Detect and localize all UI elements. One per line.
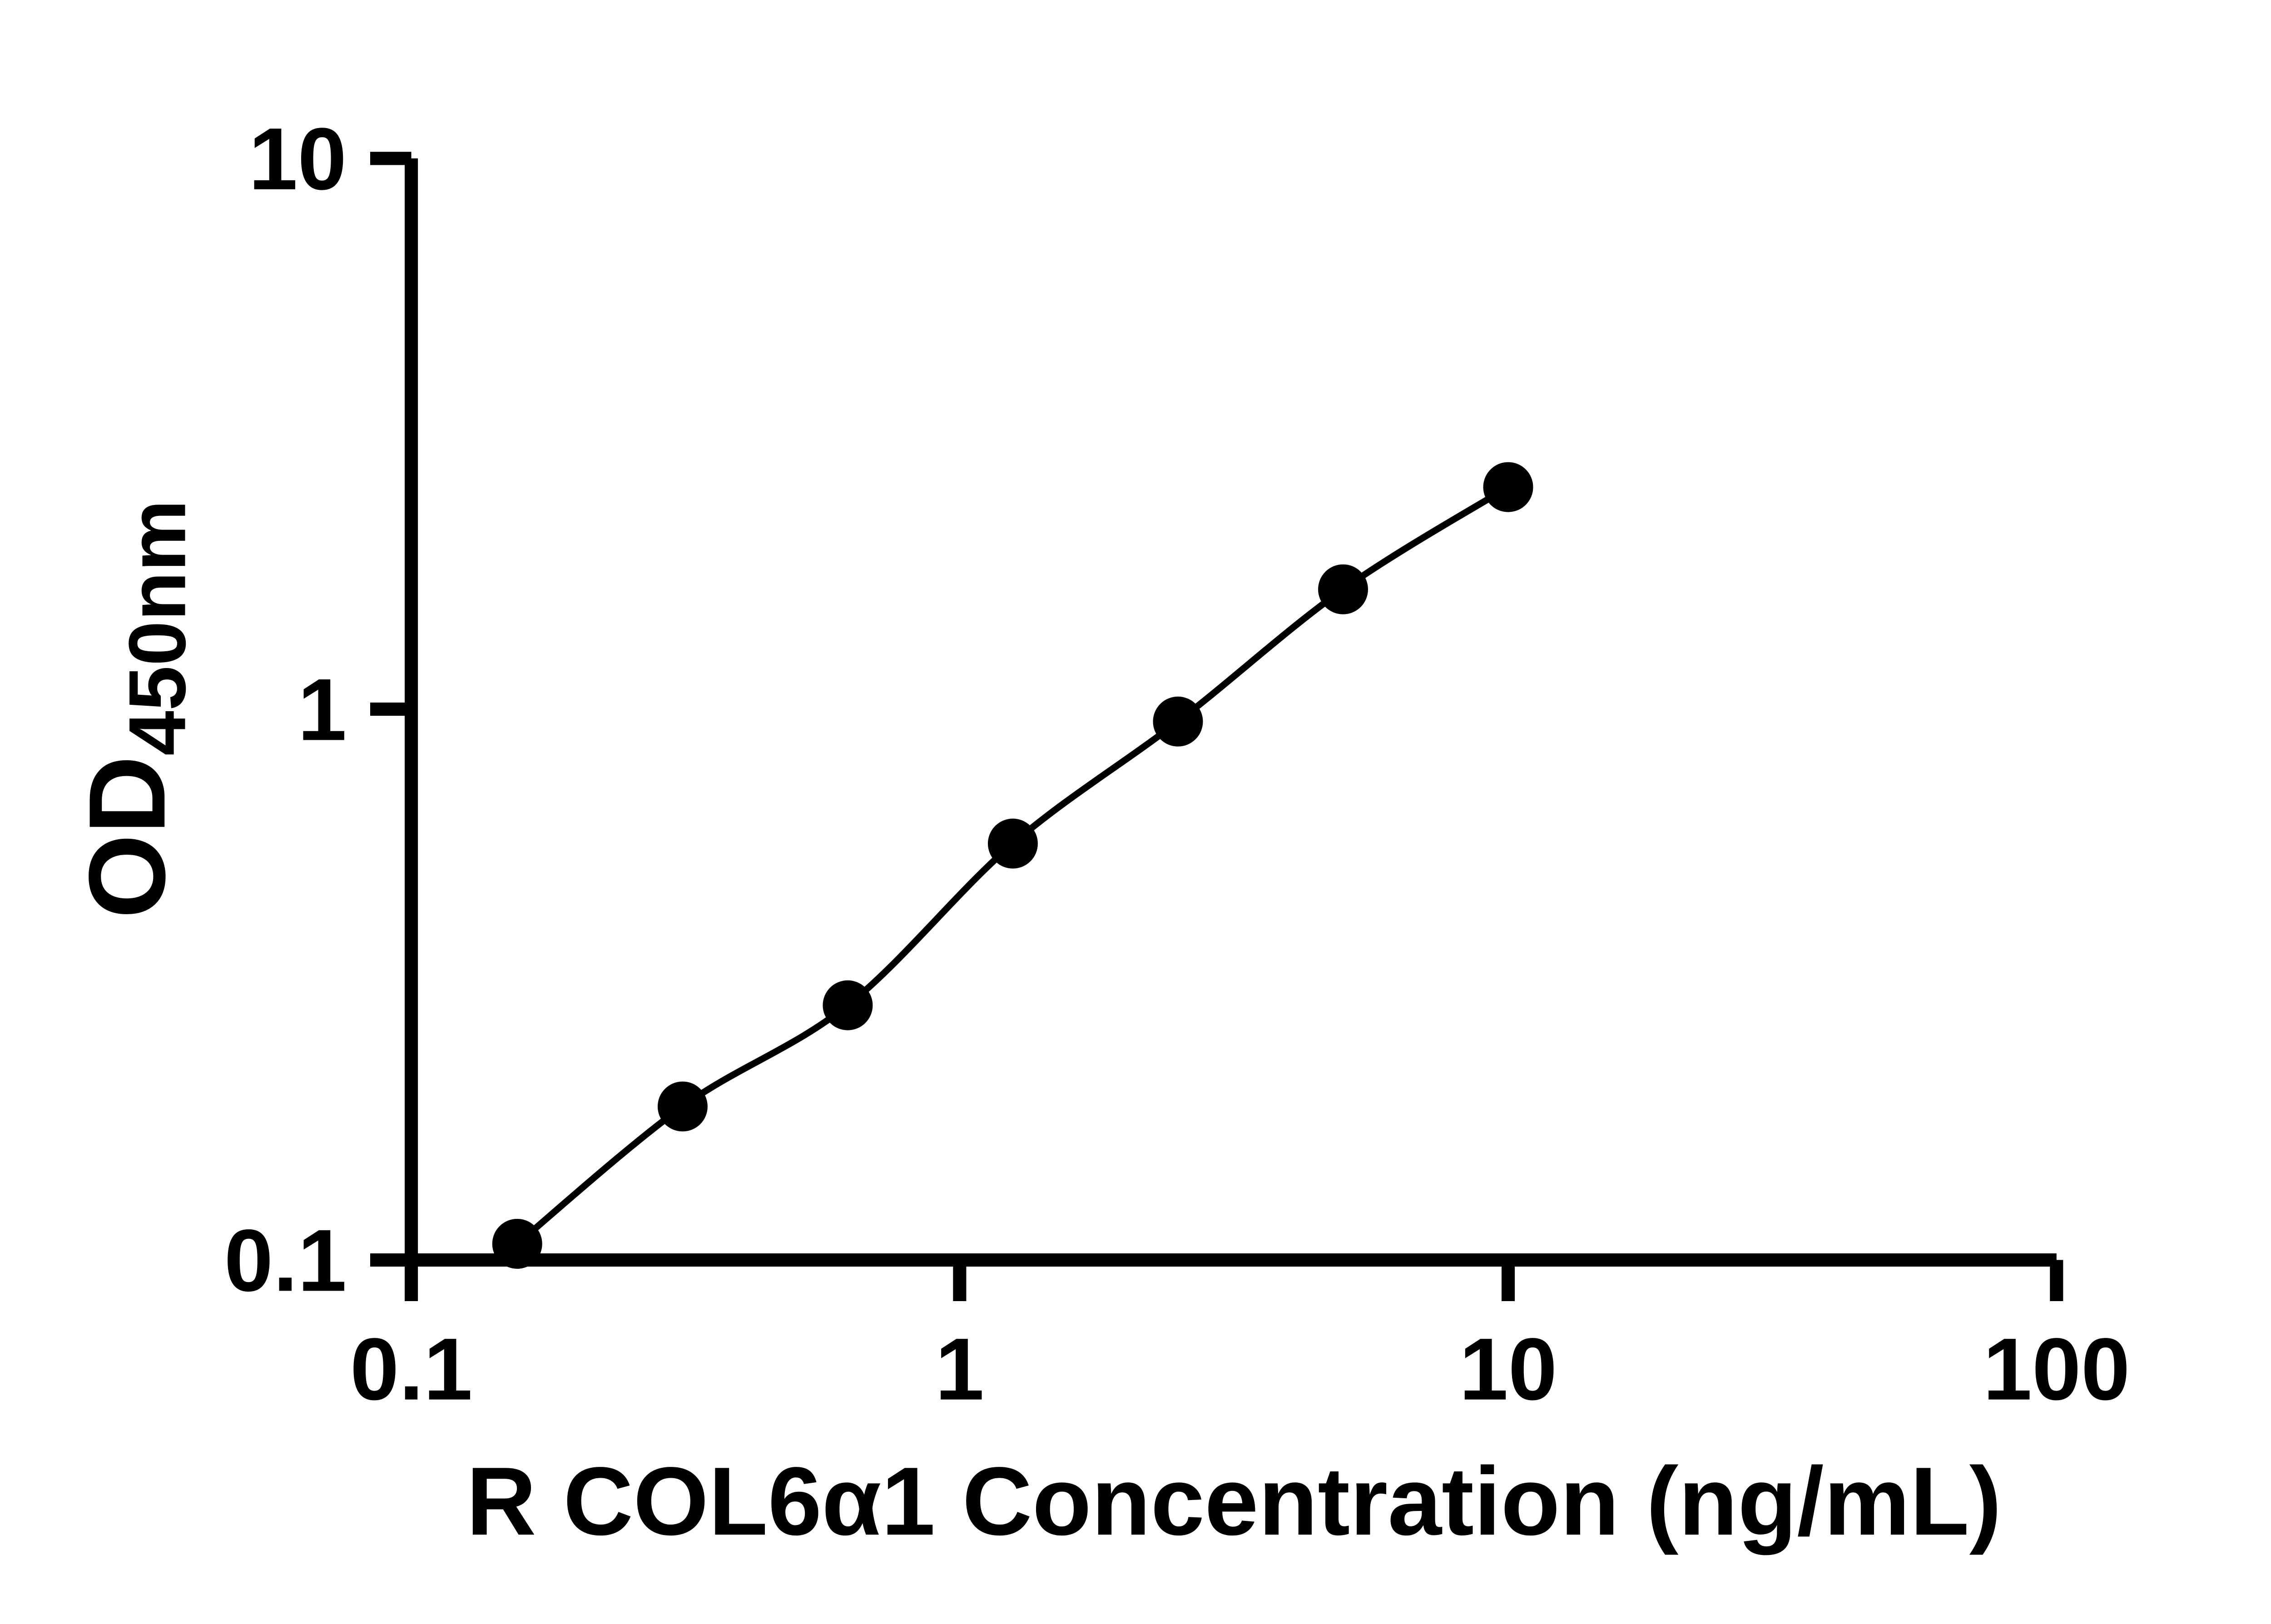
y-tick-label: 10 xyxy=(248,110,347,208)
y-axis-title: OD450nm xyxy=(66,500,202,919)
points-layer xyxy=(492,462,1533,1269)
y-tick-label: 1 xyxy=(298,661,347,759)
data-point-marker xyxy=(1153,696,1203,747)
data-point-marker xyxy=(492,1218,542,1269)
x-tick-label: 10 xyxy=(1459,1320,1557,1419)
y-axis-title-subscript: 450nm xyxy=(112,500,203,756)
data-point-marker xyxy=(657,1081,708,1132)
tick-labels-layer: 0.1 1 10 100 0.1 1 10 xyxy=(224,110,2130,1419)
data-point-marker xyxy=(987,818,1038,869)
axes-lines xyxy=(405,158,2057,1267)
x-axis-title: R COL6α1 Concentration (ng/mL) xyxy=(466,1447,2002,1555)
data-point-marker xyxy=(1483,462,1533,512)
y-axis-title-main: OD xyxy=(66,756,188,919)
y-tick-label: 0.1 xyxy=(224,1211,347,1310)
data-point-marker xyxy=(823,980,873,1030)
x-tick-label: 1 xyxy=(935,1320,984,1419)
data-point-marker xyxy=(1318,564,1368,614)
ticks-layer xyxy=(370,152,2063,1301)
x-tick-label: 0.1 xyxy=(350,1320,473,1419)
x-tick-label: 100 xyxy=(1983,1320,2130,1419)
